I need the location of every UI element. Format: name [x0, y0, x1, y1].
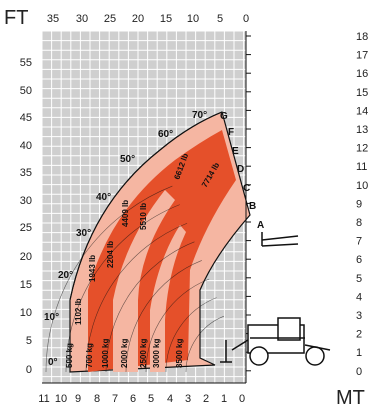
- tick-meters-right: 17: [356, 50, 368, 62]
- extension-letter: B: [249, 201, 256, 212]
- tick-meters-bottom: 9: [75, 393, 81, 405]
- tick-feet-top: 15: [160, 13, 172, 25]
- tick-meters-right: 8: [356, 217, 362, 229]
- load-label-kg: 2500 kg: [139, 339, 148, 368]
- tick-feet-top: 5: [217, 13, 223, 25]
- tick-meters-right: 16: [356, 68, 368, 80]
- extension-letter: C: [243, 183, 250, 194]
- tick-meters-bottom: 10: [55, 393, 67, 405]
- tick-meters-right: 1: [356, 347, 362, 359]
- tick-meters-right: 7: [356, 236, 362, 248]
- extension-letter: A: [257, 220, 264, 231]
- angle-label: 70°: [192, 110, 207, 121]
- load-label-kg: 3000 kg: [152, 339, 161, 368]
- load-label-kg: 500 kg: [65, 343, 74, 368]
- angle-label: 40°: [96, 192, 111, 203]
- extension-letter: G: [220, 111, 228, 122]
- tick-meters-bottom: 0: [239, 393, 245, 405]
- tick-feet-left: 30: [20, 195, 32, 207]
- zone-arc: [105, 241, 195, 373]
- zone-inner-light: [113, 190, 175, 372]
- extension-letter: E: [232, 146, 239, 157]
- zone-arc: [185, 315, 225, 373]
- load-label-kg: 3500 kg: [175, 339, 184, 368]
- tick-meters-bottom: 6: [130, 393, 136, 405]
- axis-labels: 35 30 25 20 15 10 5 055504540353025201510501817…: [20, 13, 369, 405]
- angle-label: 30°: [76, 228, 91, 239]
- tick-meters-right: 13: [356, 124, 368, 136]
- tick-meters-right: 15: [356, 87, 368, 99]
- tick-meters-bottom: 4: [167, 393, 173, 405]
- tick-feet-left: 20: [20, 251, 32, 263]
- angle-label: 50°: [120, 154, 135, 165]
- telehandler-icon: [220, 317, 331, 366]
- tick-meters-bottom: 8: [94, 393, 100, 405]
- load-label-lb: 1102 lb: [74, 298, 83, 325]
- zone-inner-light-2: [150, 225, 186, 372]
- angle-labels: 70° 60° 50° 40° 30° 20° 10° 0°: [44, 110, 207, 368]
- tick-feet-left: 40: [20, 140, 32, 152]
- load-label-lb: 1943 lb: [88, 255, 97, 282]
- tick-meters-right: 9: [356, 198, 362, 210]
- load-label-kg: 1000 kg: [101, 339, 110, 368]
- zone-arc: [165, 297, 217, 373]
- angle-label: 60°: [158, 129, 173, 140]
- load-label-kg: 700 kg: [85, 343, 94, 368]
- tick-feet-left: 15: [20, 279, 32, 291]
- tick-meters-right: 12: [356, 143, 368, 155]
- tick-feet-left: 5: [26, 335, 32, 347]
- zone-outline-upper: [69, 111, 223, 301]
- tick-feet-left: 50: [20, 85, 32, 97]
- load-label-lb: 2204 lb: [106, 241, 115, 268]
- tick-meters-right: 18: [356, 31, 368, 43]
- tick-meters-bottom: 7: [112, 393, 118, 405]
- zone-arc: [125, 260, 202, 373]
- tick-feet-left: 55: [20, 57, 32, 69]
- zone-arc: [145, 278, 210, 373]
- tick-meters-bottom: 3: [185, 393, 191, 405]
- extension-letter: D: [237, 164, 244, 175]
- zone-arc: [45, 185, 173, 373]
- tick-meters-right: 3: [356, 310, 362, 322]
- tick-feet-top: 10: [187, 13, 199, 25]
- tick-meters-bottom: 5: [148, 393, 154, 405]
- tick-feet-left: 0: [26, 364, 32, 376]
- tick-meters-bottom: 11: [38, 393, 49, 405]
- tick-feet-top: 30: [76, 13, 88, 25]
- units-right: MT: [336, 387, 365, 409]
- tick-feet-left: 45: [20, 112, 32, 124]
- tick-meters-right: 0: [356, 366, 362, 378]
- tick-feet-left: 10: [20, 307, 32, 319]
- tick-feet-top: 25: [104, 13, 116, 25]
- tick-meters-right: 11: [356, 161, 367, 173]
- tick-meters-right: 10: [356, 180, 368, 192]
- angle-label: 10°: [44, 312, 59, 323]
- angle-label: 0°: [48, 357, 58, 368]
- load-zones: [69, 111, 251, 373]
- units-left: FT: [4, 7, 28, 29]
- tick-feet-top: 35: [47, 13, 59, 25]
- zone-arc: [65, 204, 180, 373]
- tick-feet-left: 35: [20, 167, 32, 179]
- fork-attachment-icon: [261, 232, 299, 247]
- tick-feet-top: 20: [132, 13, 144, 25]
- tick-meters-right: 14: [356, 105, 368, 117]
- load-label-lb: 5510 lb: [139, 203, 148, 230]
- tick-feet-top: 0: [243, 13, 249, 25]
- tick-meters-right: 5: [356, 273, 362, 285]
- tick-meters-right: 2: [356, 329, 362, 341]
- zone-arc: [85, 222, 188, 373]
- tick-meters-right: 6: [356, 254, 362, 266]
- zone-arcs: [45, 185, 225, 373]
- load-label-lb: 4409 lb: [121, 200, 130, 227]
- tick-feet-left: 25: [20, 222, 32, 234]
- load-label-kg: 2000 kg: [120, 339, 129, 368]
- tick-meters-bottom: 1: [221, 393, 227, 405]
- extension-letter: F: [228, 127, 234, 138]
- tick-meters-right: 4: [356, 291, 362, 303]
- angle-label: 20°: [58, 270, 73, 281]
- tick-meters-bottom: 2: [203, 393, 209, 405]
